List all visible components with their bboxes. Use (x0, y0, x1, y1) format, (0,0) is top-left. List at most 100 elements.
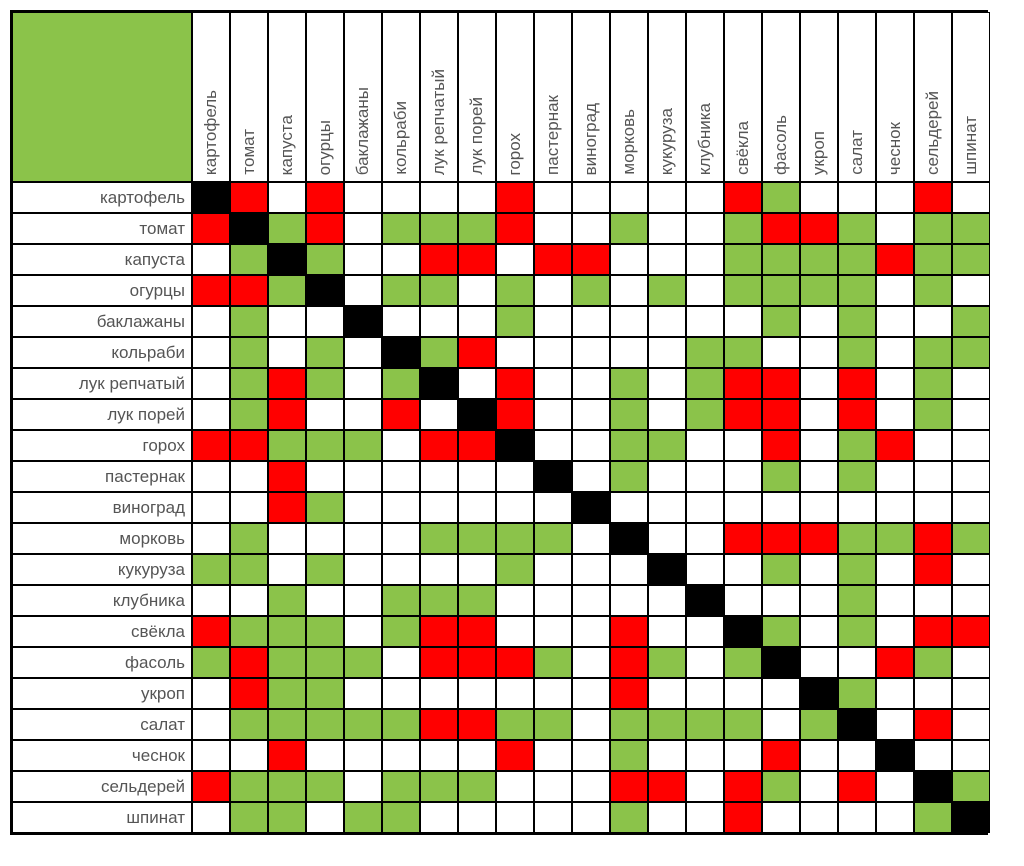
matrix-cell (496, 213, 534, 244)
matrix-cell (382, 678, 420, 709)
matrix-cell (192, 616, 230, 647)
row-header: фасоль (12, 647, 192, 678)
matrix-cell (230, 368, 268, 399)
matrix-cell (458, 616, 496, 647)
matrix-cell (876, 740, 914, 771)
matrix-cell (724, 585, 762, 616)
matrix-cell (610, 213, 648, 244)
matrix-cell (648, 337, 686, 368)
matrix-cell (534, 523, 572, 554)
matrix-cell (762, 461, 800, 492)
matrix-cell (458, 337, 496, 368)
col-header-label: шпинат (961, 116, 981, 175)
matrix-cell (192, 430, 230, 461)
col-header: сельдерей (914, 12, 952, 182)
matrix-cell (762, 182, 800, 213)
matrix-cell (344, 771, 382, 802)
matrix-cell (230, 461, 268, 492)
col-header: салат (838, 12, 876, 182)
matrix-cell (724, 275, 762, 306)
matrix-cell (192, 461, 230, 492)
matrix-cell (420, 461, 458, 492)
matrix-cell (306, 771, 344, 802)
matrix-cell (230, 213, 268, 244)
row-header: свёкла (12, 616, 192, 647)
matrix-cell (458, 213, 496, 244)
matrix-cell (800, 647, 838, 678)
matrix-cell (306, 275, 344, 306)
matrix-cell (268, 585, 306, 616)
matrix-cell (610, 430, 648, 461)
matrix-cell (610, 647, 648, 678)
matrix-cell (458, 430, 496, 461)
matrix-cell (268, 771, 306, 802)
matrix-cell (686, 213, 724, 244)
matrix-cell (686, 585, 724, 616)
col-header-label: лук репчатый (429, 69, 449, 175)
matrix-cell (914, 740, 952, 771)
matrix-cell (686, 275, 724, 306)
matrix-cell (496, 585, 534, 616)
matrix-cell (458, 275, 496, 306)
matrix-cell (382, 523, 420, 554)
matrix-cell (800, 399, 838, 430)
row-header: кольраби (12, 337, 192, 368)
matrix-cell (914, 306, 952, 337)
matrix-cell (648, 306, 686, 337)
matrix-cell (762, 554, 800, 585)
matrix-cell (724, 461, 762, 492)
compatibility-matrix: картофельтоматкапустаогурцыбаклажаныколь… (10, 10, 1014, 835)
matrix-cell (192, 647, 230, 678)
matrix-cell (686, 306, 724, 337)
row-header: чеснок (12, 740, 192, 771)
matrix-cell (420, 244, 458, 275)
matrix-cell (686, 771, 724, 802)
matrix-cell (876, 554, 914, 585)
matrix-cell (838, 492, 876, 523)
matrix-cell (952, 275, 990, 306)
matrix-cell (952, 337, 990, 368)
matrix-cell (800, 740, 838, 771)
matrix-cell (306, 430, 344, 461)
matrix-cell (800, 430, 838, 461)
col-header: морковь (610, 12, 648, 182)
matrix-cell (496, 771, 534, 802)
matrix-cell (458, 647, 496, 678)
matrix-cell (496, 430, 534, 461)
col-header-label: пастернак (543, 95, 563, 175)
matrix-cell (344, 430, 382, 461)
col-header: лук порей (458, 12, 496, 182)
matrix-cell (572, 802, 610, 833)
col-header-label: лук порей (467, 97, 487, 175)
matrix-cell (838, 399, 876, 430)
matrix-cell (952, 244, 990, 275)
matrix-cell (268, 647, 306, 678)
matrix-cell (230, 492, 268, 523)
matrix-cell (534, 647, 572, 678)
matrix-cell (572, 182, 610, 213)
matrix-cell (496, 740, 534, 771)
matrix-cell (610, 399, 648, 430)
matrix-cell (344, 368, 382, 399)
matrix-cell (420, 523, 458, 554)
matrix-cell (268, 740, 306, 771)
matrix-cell (800, 771, 838, 802)
matrix-cell (382, 492, 420, 523)
col-header: виноград (572, 12, 610, 182)
matrix-cell (838, 182, 876, 213)
matrix-cell (496, 461, 534, 492)
matrix-cell (800, 213, 838, 244)
matrix-cell (268, 492, 306, 523)
matrix-cell (306, 585, 344, 616)
matrix-cell (762, 213, 800, 244)
matrix-cell (230, 275, 268, 306)
matrix-cell (420, 306, 458, 337)
row-header: укроп (12, 678, 192, 709)
matrix-cell (458, 771, 496, 802)
matrix-cell (458, 740, 496, 771)
matrix-cell (230, 244, 268, 275)
matrix-cell (876, 244, 914, 275)
matrix-cell (268, 616, 306, 647)
matrix-cell (610, 771, 648, 802)
matrix-cell (724, 368, 762, 399)
